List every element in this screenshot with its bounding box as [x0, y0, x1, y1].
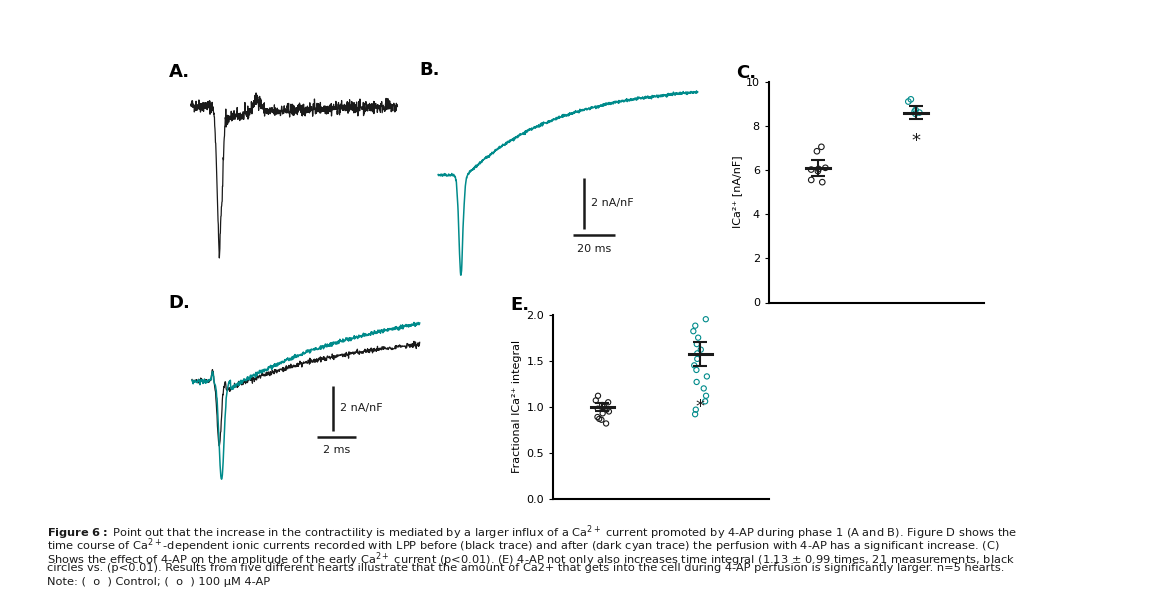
Point — [588, 404, 607, 414]
Point — [807, 146, 826, 156]
Text: $\bf{Figure\ 6:}$ Point out that the increase in the contractility is mediated b: $\bf{Figure\ 6:}$ Point out that the inc… — [47, 523, 1017, 542]
Text: 20 ms: 20 ms — [577, 244, 610, 254]
Point — [692, 345, 711, 355]
Text: Note: (  o  ) Control; (  o  ) 100 μM 4-AP: Note: ( o ) Control; ( o ) 100 μM 4-AP — [47, 577, 270, 587]
Point — [816, 163, 834, 172]
Point — [589, 414, 608, 424]
Text: A.: A. — [169, 63, 190, 81]
Point — [802, 175, 820, 185]
Point — [592, 415, 610, 425]
Point — [686, 410, 705, 419]
Point — [694, 384, 713, 393]
Point — [595, 402, 614, 412]
Point — [697, 315, 715, 324]
Point — [593, 400, 612, 410]
Point — [687, 365, 706, 375]
Point — [697, 391, 715, 401]
Point — [686, 321, 705, 330]
Text: E.: E. — [510, 296, 529, 314]
Text: 2 nA/nF: 2 nA/nF — [340, 403, 382, 413]
Text: 2 ms: 2 ms — [323, 445, 351, 455]
Point — [599, 397, 617, 407]
Point — [689, 348, 707, 358]
Point — [687, 377, 706, 387]
Point — [600, 407, 619, 416]
Point — [802, 165, 820, 174]
Point — [698, 371, 716, 381]
Point — [902, 94, 920, 104]
Point — [809, 166, 827, 176]
Text: circles vs. (p<0.01). Results from five different hearts illustrate that the amo: circles vs. (p<0.01). Results from five … — [47, 563, 1004, 574]
Point — [588, 412, 607, 422]
Point — [905, 106, 924, 116]
Point — [810, 164, 828, 174]
Point — [899, 97, 918, 106]
Point — [596, 419, 615, 428]
Text: Shows the effect of 4-AP on the amplitude of the early Ca$^{2+}$ current (p<0.01: Shows the effect of 4-AP on the amplitud… — [47, 550, 1015, 569]
Point — [812, 142, 831, 152]
Point — [684, 326, 702, 336]
Point — [588, 391, 607, 401]
Point — [696, 396, 714, 406]
Point — [813, 177, 832, 187]
Text: B.: B. — [419, 61, 440, 79]
Point — [687, 339, 706, 349]
Point — [686, 405, 705, 414]
Text: C.: C. — [736, 64, 757, 82]
Y-axis label: Fractional ICa²⁺ integral: Fractional ICa²⁺ integral — [513, 340, 522, 474]
Point — [910, 108, 929, 117]
Text: time course of Ca$^{2+}$-dependent ionic currents recorded with LPP before (blac: time course of Ca$^{2+}$-dependent ionic… — [47, 537, 1000, 555]
Y-axis label: ICa²⁺ [nA/nF]: ICa²⁺ [nA/nF] — [732, 155, 742, 229]
Point — [906, 105, 925, 115]
Point — [586, 396, 605, 405]
Point — [689, 354, 707, 364]
Text: *: * — [696, 397, 705, 416]
Point — [593, 408, 612, 418]
Text: D.: D. — [168, 294, 190, 312]
Point — [906, 109, 925, 119]
Point — [689, 333, 707, 342]
Point — [598, 405, 616, 414]
Point — [685, 361, 704, 370]
Text: 2 nA/nF: 2 nA/nF — [592, 198, 634, 208]
Text: *: * — [911, 132, 920, 151]
